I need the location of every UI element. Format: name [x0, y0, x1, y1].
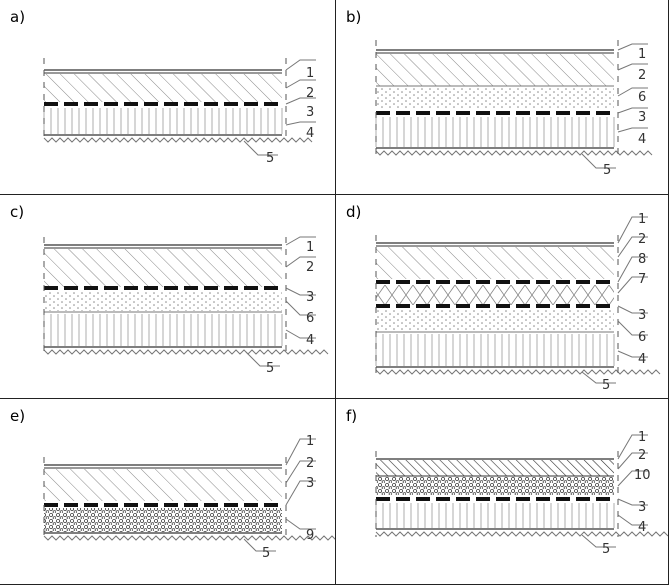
callout-f-10: 10 [634, 468, 651, 483]
callout-f-4: 4 [638, 520, 646, 535]
callout-d-6: 6 [638, 330, 646, 345]
callout-c-6: 6 [306, 311, 314, 326]
callout-d-5: 5 [602, 378, 610, 393]
panel-label-e: e) [10, 407, 26, 425]
panel-e: e) 1 2 3 [0, 399, 336, 585]
callout-c-5: 5 [266, 361, 274, 376]
panel-f: f) 1 2 [336, 399, 669, 585]
panel-f-drawing: 1 2 10 3 4 5 [375, 430, 668, 557]
callout-b-6: 6 [638, 90, 646, 105]
panel-c: c) 1 2 [0, 195, 336, 399]
callout-b-3: 3 [638, 110, 646, 125]
panel-e-drawing: 1 2 3 9 5 [43, 434, 335, 561]
callout-b-1: 1 [638, 47, 646, 62]
callout-a-5: 5 [266, 151, 274, 166]
panel-label-a: a) [10, 8, 26, 26]
panel-label-b: b) [346, 8, 362, 26]
callout-c-4: 4 [306, 333, 314, 348]
callout-b-4: 4 [638, 132, 646, 147]
callout-e-3: 3 [306, 476, 314, 491]
callout-d-2: 2 [638, 232, 646, 247]
callout-c-3: 3 [306, 290, 314, 305]
callout-e-1: 1 [306, 434, 314, 449]
callout-e-2: 2 [306, 456, 314, 471]
callout-a-1: 1 [306, 66, 314, 81]
callout-a-2: 2 [306, 86, 314, 101]
panel-b: b) 1 2 [336, 0, 669, 195]
callout-a-3: 3 [306, 105, 314, 120]
panel-c-drawing: 1 2 3 6 4 5 [43, 236, 329, 376]
callout-e-5: 5 [262, 546, 270, 561]
callout-f-2: 2 [638, 448, 646, 463]
panel-d: d) [336, 195, 669, 399]
panel-d-drawing: 1 2 8 7 3 6 4 5 [375, 212, 661, 393]
callout-c-1: 1 [306, 240, 314, 255]
callout-f-5: 5 [602, 542, 610, 557]
panel-label-c: c) [10, 203, 25, 221]
callout-a-4: 4 [306, 126, 314, 141]
panel-label-f: f) [346, 407, 358, 425]
panel-label-d: d) [346, 203, 362, 221]
panel-b-drawing: 1 2 6 3 4 5 [375, 40, 653, 178]
callout-f-1: 1 [638, 430, 646, 445]
callout-d-1: 1 [638, 212, 646, 227]
callout-d-4: 4 [638, 352, 646, 367]
callout-b-5: 5 [603, 163, 611, 178]
panel-a-drawing: document.write('') 1 2 3 4 5 [43, 58, 316, 166]
callout-f-3: 3 [638, 500, 646, 515]
callout-b-2: 2 [638, 68, 646, 83]
layer-screed [44, 74, 282, 102]
callout-d-8: 8 [638, 252, 646, 267]
callout-d-7: 7 [638, 272, 646, 287]
callout-c-2: 2 [306, 260, 314, 275]
callout-e-9: 9 [306, 528, 314, 543]
panel-a: a) document.write('') [0, 0, 336, 195]
callout-d-3: 3 [638, 308, 646, 323]
